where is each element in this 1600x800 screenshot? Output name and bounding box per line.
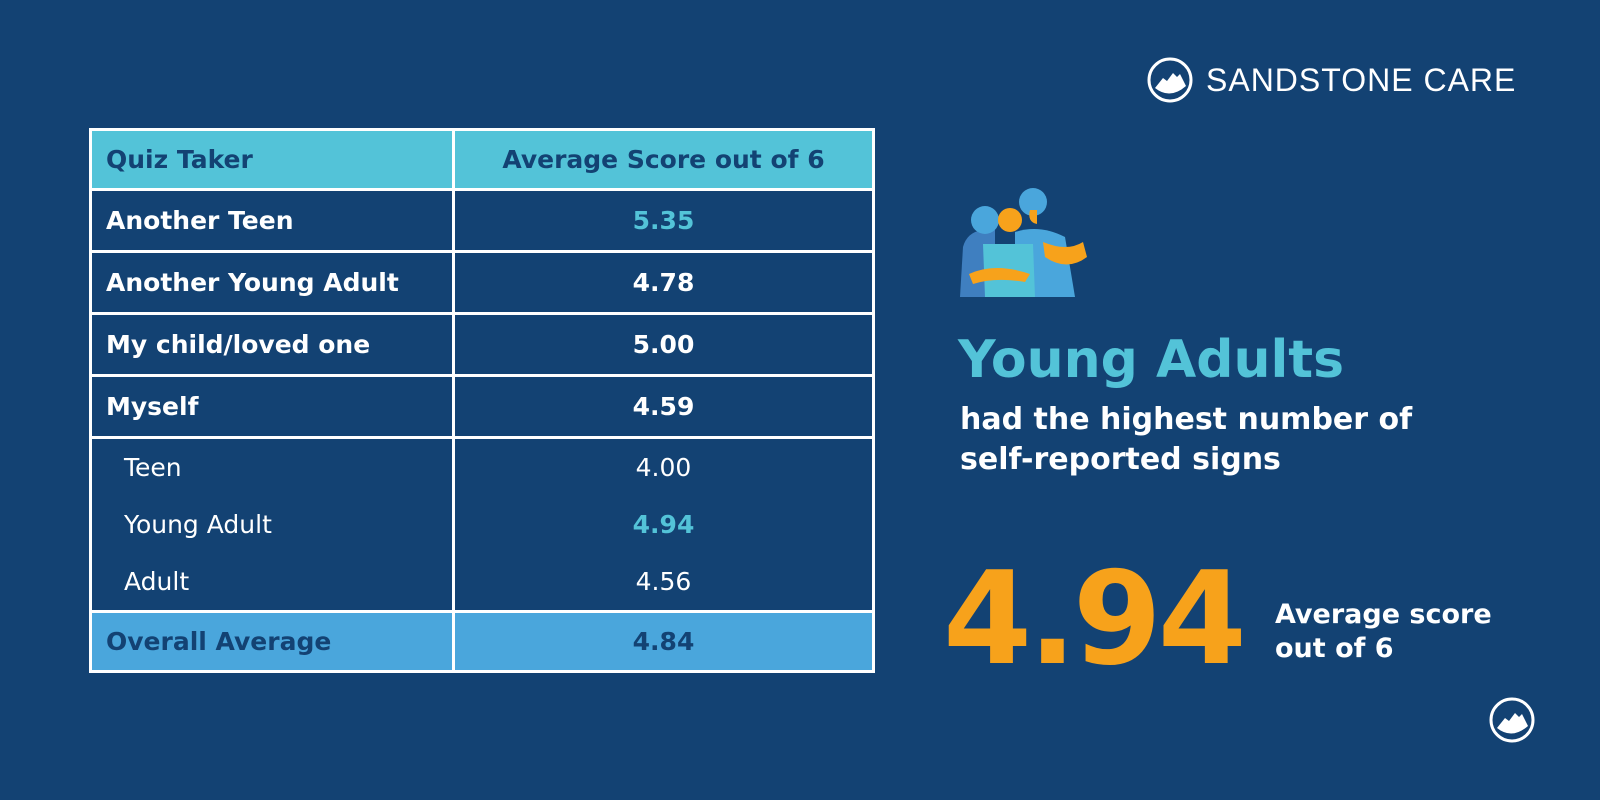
row-label: Young Adult (89, 495, 455, 554)
row-label: Another Teen (89, 188, 455, 253)
row-value: 4.94 (452, 495, 875, 554)
row-label: Another Young Adult (89, 250, 455, 315)
table-row: Another Teen 5.35 (89, 188, 875, 253)
mountain-logo-icon (1489, 697, 1535, 743)
mountain-logo-icon (1147, 57, 1193, 103)
caption-line: out of 6 (1275, 633, 1394, 664)
row-value: 4.00 (452, 436, 875, 496)
table-subrow: Young Adult 4.94 (89, 495, 875, 554)
row-value: 5.35 (452, 188, 875, 253)
column-header: Quiz Taker (89, 128, 455, 191)
table-row: My child/loved one 5.00 (89, 312, 875, 377)
row-value: 5.00 (452, 312, 875, 377)
callout-headline: Young Adults (958, 330, 1345, 390)
row-value: 4.78 (452, 250, 875, 315)
table-row: Myself 4.59 (89, 374, 875, 439)
brand-logo: SANDSTONE CARE (1146, 56, 1516, 104)
callout-text: had the highest number of self-reported … (960, 402, 1413, 477)
table-header: Quiz Taker Average Score out of 6 (89, 128, 875, 191)
total-row: Overall Average 4.84 (89, 610, 875, 673)
caption-line: Average score (1275, 599, 1492, 630)
row-label: Adult (89, 553, 455, 613)
row-label: Overall Average (89, 610, 455, 673)
row-label: Teen (89, 436, 455, 496)
big-score-caption: Average score out of 6 (1275, 598, 1492, 666)
family-hug-illustration (960, 188, 1087, 297)
column-header: Average Score out of 6 (452, 128, 875, 191)
row-value: 4.59 (452, 374, 875, 439)
row-label: Myself (89, 374, 455, 439)
brand-name: SANDSTONE CARE (1206, 61, 1517, 98)
row-value: 4.84 (452, 610, 875, 673)
table-subrow: Teen 4.00 (89, 436, 875, 496)
table-row: Another Young Adult 4.78 (89, 250, 875, 315)
big-score: 4.94 (943, 545, 1247, 694)
table-subrow: Adult 4.56 (89, 553, 875, 613)
score-table: Quiz Taker Average Score out of 6 Anothe… (89, 128, 875, 673)
row-label: My child/loved one (89, 312, 455, 377)
row-value: 4.56 (452, 553, 875, 613)
